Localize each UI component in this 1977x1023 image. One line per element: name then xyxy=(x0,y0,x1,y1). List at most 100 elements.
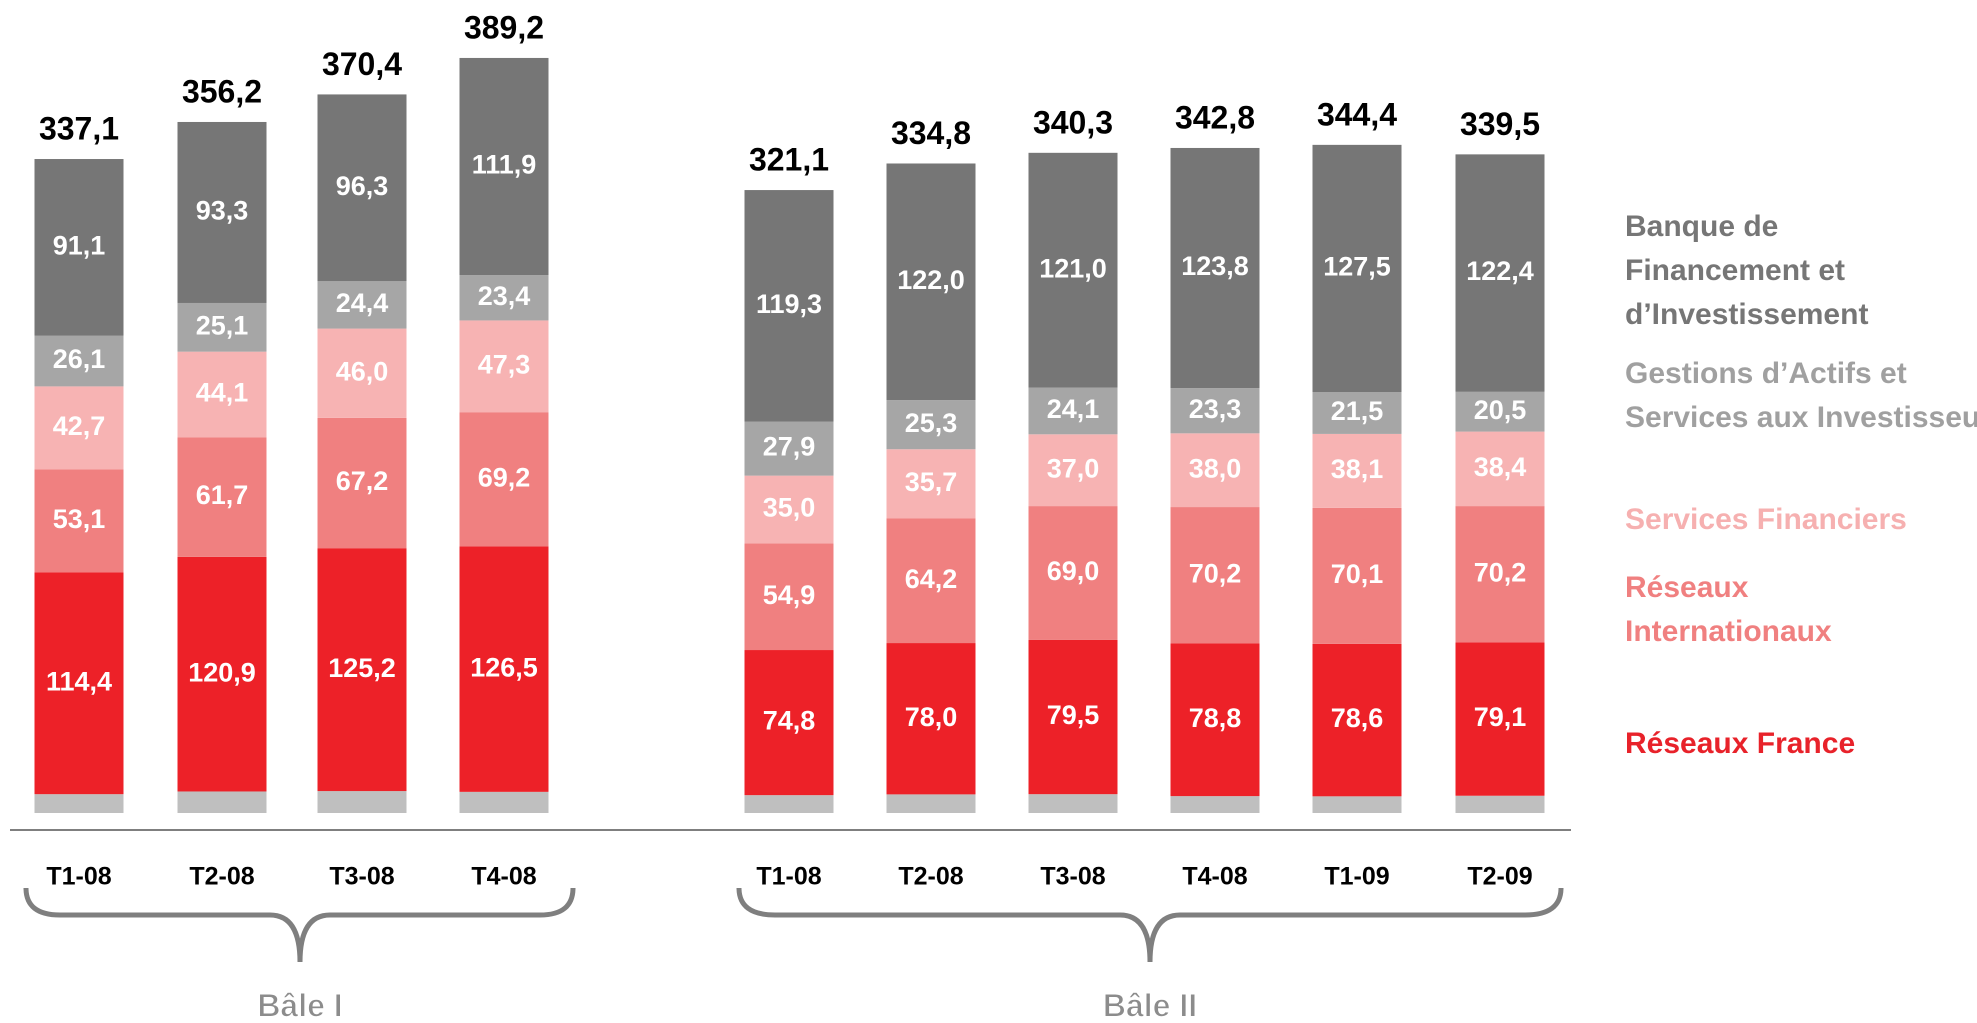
x-tick-label: T2-08 xyxy=(898,863,963,891)
value-label: 26,1 xyxy=(53,344,106,374)
bar-segment xyxy=(1170,507,1260,644)
group-label: Bâle II xyxy=(1103,987,1197,1023)
value-label: 125,2 xyxy=(328,653,396,683)
bar-segment xyxy=(1312,433,1402,508)
bar-segment xyxy=(744,795,834,813)
bar-segment xyxy=(1028,639,1118,795)
value-label: 70,2 xyxy=(1189,558,1242,588)
bar-segment xyxy=(1170,147,1260,389)
x-tick-label: T1-08 xyxy=(756,863,821,891)
value-label: 54,9 xyxy=(763,580,816,610)
value-label: 91,1 xyxy=(53,231,106,261)
legend-line: Réseaux France xyxy=(1625,727,1855,760)
bar-segment xyxy=(1312,392,1402,434)
bar-segment xyxy=(886,163,976,401)
total-label: 321,1 xyxy=(749,142,829,178)
bar-segment xyxy=(886,518,976,644)
total-label: 389,2 xyxy=(464,9,544,45)
value-label: 25,1 xyxy=(196,310,249,340)
value-label: 78,6 xyxy=(1331,703,1384,733)
total-label: 337,1 xyxy=(39,110,119,146)
value-label: 96,3 xyxy=(336,171,389,201)
bar-segment xyxy=(1028,506,1118,640)
x-tick-label: T3-08 xyxy=(329,863,394,891)
bar-segment xyxy=(1312,507,1402,644)
legend-line: Gestions d’Actifs et xyxy=(1625,357,1907,390)
value-label: 64,2 xyxy=(905,564,958,594)
bar-segment xyxy=(317,328,407,418)
bar-segment xyxy=(34,794,124,813)
value-label: 119,3 xyxy=(756,289,822,319)
total-label: 342,8 xyxy=(1175,99,1255,135)
legend-entry: Réseaux France xyxy=(1625,727,1855,760)
legend-entry: Services Financiers xyxy=(1625,503,1907,536)
bar-segment xyxy=(459,57,549,276)
bar-segment xyxy=(744,650,834,796)
bar-segment xyxy=(1312,796,1402,813)
value-label: 42,7 xyxy=(53,411,106,441)
value-label: 61,7 xyxy=(196,480,249,510)
x-tick-label: T4-08 xyxy=(1182,863,1247,891)
bar-segment xyxy=(1028,794,1118,813)
bar-segment xyxy=(1170,388,1260,434)
bar-segment xyxy=(34,469,124,573)
total-label: 356,2 xyxy=(182,73,262,109)
value-label: 25,3 xyxy=(905,408,958,438)
bar-segment xyxy=(177,351,267,438)
total-label: 339,5 xyxy=(1460,106,1540,142)
value-label: 27,9 xyxy=(763,432,816,462)
legend-entry: Gestions d’Actifs et Services aux Investi… xyxy=(1625,357,1977,434)
value-label: 23,4 xyxy=(478,281,531,311)
value-label: 47,3 xyxy=(478,349,531,379)
total-label: 344,4 xyxy=(1317,96,1397,132)
bar-segment xyxy=(1455,431,1545,507)
group-label: Bâle I xyxy=(257,987,342,1023)
legend-line: Financement et xyxy=(1625,254,1845,287)
bar-segment xyxy=(317,281,407,329)
legend-line: Services aux Investisseurs xyxy=(1625,401,1977,434)
total-label: 340,3 xyxy=(1033,104,1113,140)
value-label: 37,0 xyxy=(1047,453,1100,483)
x-tick-label: T1-08 xyxy=(46,863,111,891)
value-label: 20,5 xyxy=(1474,395,1527,425)
value-label: 78,0 xyxy=(905,702,958,732)
bar-segment xyxy=(177,437,267,557)
bar-segment xyxy=(744,543,834,651)
value-label: 69,0 xyxy=(1047,556,1100,586)
bar-segment xyxy=(177,302,267,352)
bar-segment xyxy=(459,412,549,547)
bar-segment xyxy=(886,794,976,813)
value-label: 114,4 xyxy=(46,666,112,696)
value-label: 69,2 xyxy=(478,462,531,492)
bar-segment xyxy=(459,275,549,321)
value-label: 121,0 xyxy=(1039,253,1107,283)
value-label: 127,5 xyxy=(1323,252,1391,282)
bar-segment xyxy=(459,320,549,413)
x-tick-label: T1-09 xyxy=(1324,863,1389,891)
bar-segment xyxy=(1312,144,1402,393)
bar-segment xyxy=(317,417,407,549)
bar-segment xyxy=(317,548,407,792)
value-label: 111,9 xyxy=(472,150,537,180)
bar-segment xyxy=(1455,642,1545,796)
group-brace xyxy=(23,887,576,963)
bar-segment xyxy=(886,449,976,519)
value-label: 35,0 xyxy=(763,493,816,523)
legend-line: d’Investissement xyxy=(1625,298,1868,331)
value-label: 23,3 xyxy=(1189,394,1242,424)
value-label: 38,0 xyxy=(1189,453,1242,483)
bar-segment xyxy=(1170,796,1260,813)
value-label: 44,1 xyxy=(196,378,249,408)
value-label: 53,1 xyxy=(53,504,106,534)
value-label: 70,2 xyxy=(1474,557,1527,587)
bar-segment xyxy=(317,791,407,813)
value-label: 93,3 xyxy=(196,196,249,226)
bar-segment xyxy=(34,335,124,387)
legend-entry: Réseaux Internationaux xyxy=(1625,571,1832,648)
bar-segment xyxy=(1455,391,1545,432)
bar-segment xyxy=(177,121,267,303)
value-label: 123,8 xyxy=(1181,251,1249,281)
legend-entry: Banque de Financement et d’Investissement xyxy=(1625,210,1868,331)
bar-segment xyxy=(1455,795,1545,813)
